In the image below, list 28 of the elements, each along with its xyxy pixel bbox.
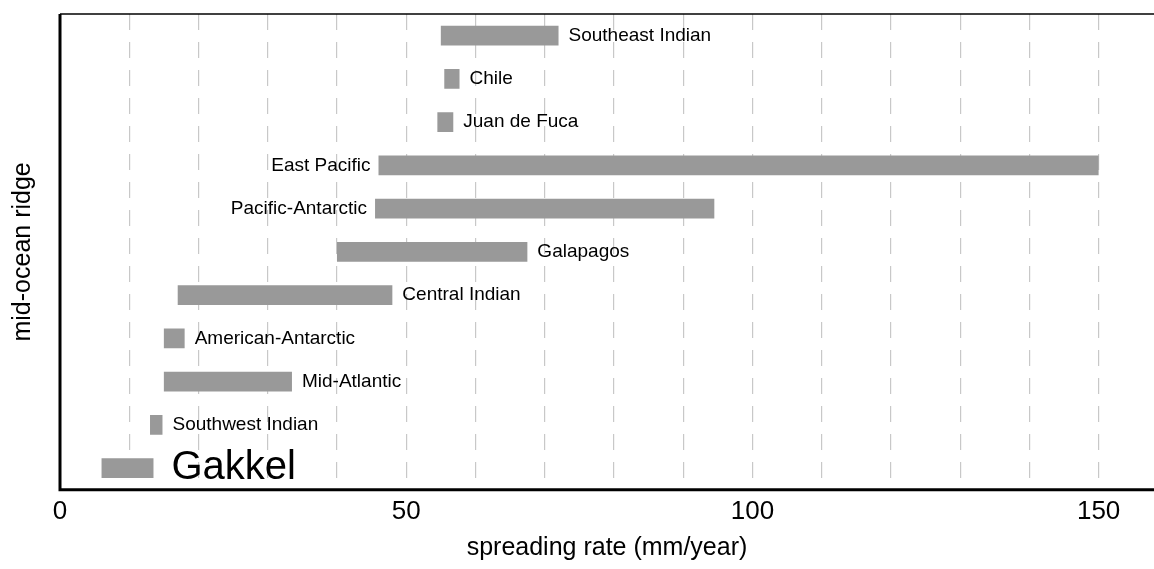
bar xyxy=(163,328,185,349)
bar xyxy=(101,458,154,479)
y-tick-label: Galapagos xyxy=(537,240,630,262)
bar xyxy=(336,241,528,262)
y-tick-label: American-Antarctic xyxy=(194,326,356,348)
bar xyxy=(440,25,559,46)
y-tick-label: East Pacific xyxy=(271,153,371,175)
x-tick-label: 100 xyxy=(730,494,775,525)
bar xyxy=(177,285,393,306)
y-tick-label: Pacific-Antarctic xyxy=(230,196,368,218)
y-tick-label: Chile xyxy=(469,67,513,89)
bar xyxy=(150,414,163,435)
y-tick-label: Southwest Indian xyxy=(172,413,319,435)
bar xyxy=(163,371,292,392)
x-tick-label: 150 xyxy=(1076,494,1121,525)
y-tick-label: Juan de Fuca xyxy=(463,110,579,132)
y-tick-label: Mid-Atlantic xyxy=(301,369,402,391)
x-tick-label: 0 xyxy=(52,494,68,525)
bar xyxy=(444,68,460,89)
y-axis-title: mid-ocean ridge xyxy=(6,162,35,342)
x-axis-title: spreading rate (mm/year) xyxy=(466,531,748,560)
bar xyxy=(378,155,1099,176)
bar xyxy=(437,112,454,133)
x-tick-label: 50 xyxy=(391,494,421,525)
bar xyxy=(375,198,715,219)
y-tick-label: Gakkel xyxy=(171,443,296,488)
y-tick-label: Central Indian xyxy=(402,283,521,305)
y-tick-label: Southeast Indian xyxy=(568,23,712,45)
